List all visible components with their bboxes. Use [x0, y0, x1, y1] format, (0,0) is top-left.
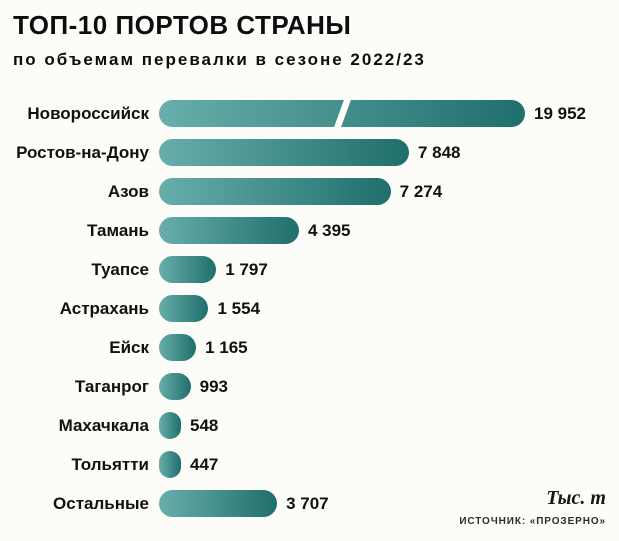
- value-label: 4 395: [307, 220, 351, 240]
- value-label: 548: [190, 415, 219, 435]
- category-label: Астрахань: [59, 298, 149, 318]
- category-label: Ейск: [109, 337, 149, 357]
- bar: [159, 451, 181, 478]
- category-label: Тамань: [87, 220, 149, 240]
- chart-row: Ростов-на-Дону 7 848: [13, 133, 619, 172]
- bar: [159, 334, 197, 361]
- bar-chart: Новороссийск 19 952 Ростов-на-Дону 7 848…: [0, 94, 619, 523]
- chart-header: ТОП-10 ПОРТОВ СТРАНЫ по объемам перевалк…: [0, 0, 619, 70]
- chart-title: ТОП-10 ПОРТОВ СТРАНЫ: [13, 10, 352, 40]
- chart-row: Тольятти 447: [13, 445, 619, 484]
- bar: [159, 490, 278, 517]
- chart-footer: Тыс. т ИСТОЧНИК: «ПРОЗЕРНО»: [459, 487, 606, 527]
- category-label: Азов: [107, 181, 149, 201]
- bar: [159, 139, 409, 166]
- category-label: Остальные: [53, 493, 149, 513]
- category-label: Новороссийск: [27, 103, 149, 123]
- value-label: 7 848: [417, 142, 461, 162]
- chart-row: Таганрог 993: [13, 367, 619, 406]
- value-label: 1 797: [225, 259, 268, 279]
- chart-row: Махачкала 548: [13, 406, 619, 445]
- chart-row: Тамань 4 395: [13, 211, 619, 250]
- category-label: Туапсе: [91, 259, 149, 279]
- bar: [159, 100, 525, 127]
- bar: [159, 256, 217, 283]
- chart-row: Ейск 1 165: [13, 328, 619, 367]
- value-label: 1 554: [217, 298, 261, 318]
- chart-row: Астрахань 1 554: [13, 289, 619, 328]
- value-label: 1 165: [205, 337, 248, 357]
- chart-row: Туапсе 1 797: [13, 250, 619, 289]
- chart-subtitle: по объемам перевалки в сезоне 2022/23: [13, 50, 426, 69]
- bar: [159, 295, 209, 322]
- units-label: Тыс. т: [546, 487, 606, 509]
- bar: [159, 217, 299, 244]
- chart-row: Остальные 3 707: [13, 484, 619, 523]
- category-label: Таганрог: [74, 376, 149, 396]
- value-label: 7 274: [399, 181, 443, 201]
- chart-row: Новороссийск 19 952: [13, 94, 619, 133]
- value-label: 19 952: [534, 103, 586, 123]
- category-label: Ростов-на-Дону: [16, 142, 149, 162]
- category-label: Махачкала: [58, 415, 149, 435]
- chart-row: Азов 7 274: [13, 172, 619, 211]
- source-label: ИСТОЧНИК: «ПРОЗЕРНО»: [459, 516, 606, 527]
- value-label: 447: [190, 454, 219, 474]
- bar: [159, 412, 181, 439]
- value-label: 3 707: [286, 493, 329, 513]
- bar: [159, 178, 391, 205]
- category-label: Тольятти: [71, 454, 149, 474]
- bar: [159, 373, 191, 400]
- value-label: 993: [199, 376, 228, 396]
